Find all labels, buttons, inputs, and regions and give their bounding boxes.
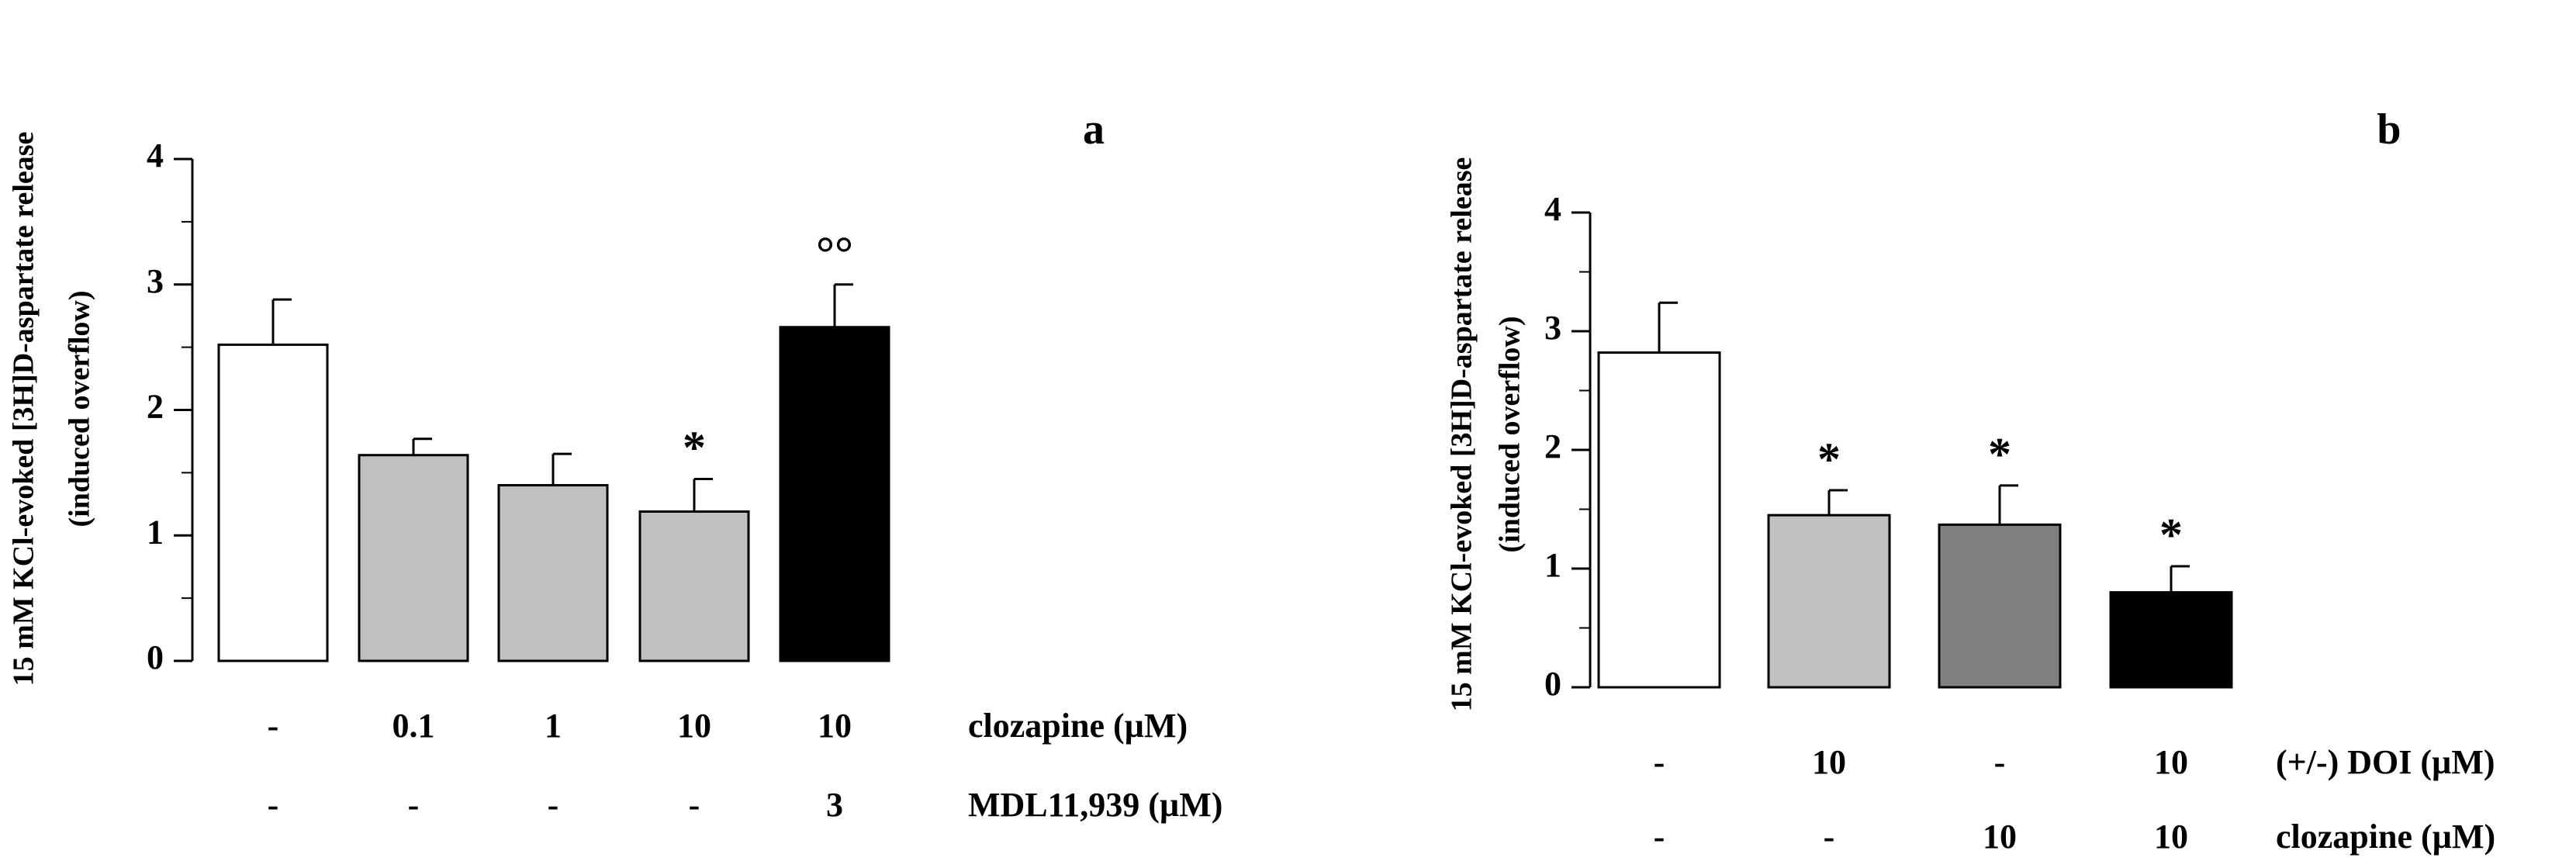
- treatment-value: 1: [545, 707, 562, 745]
- bar: [1767, 514, 1891, 689]
- treatment-value: 10: [2154, 743, 2188, 781]
- treatment-label: clozapine (µM): [968, 707, 1188, 745]
- treatment-value: -: [689, 786, 700, 824]
- bar: [779, 326, 890, 662]
- treatment-label: MDL11,939 (µM): [968, 786, 1222, 824]
- treatment-value: -: [268, 707, 279, 745]
- y-tick-label: 2: [147, 388, 164, 426]
- treatment-value: -: [548, 786, 559, 824]
- treatment-value: -: [268, 786, 279, 824]
- significance-marker: *: [1817, 434, 1841, 485]
- y-tick-label: 4: [147, 137, 164, 175]
- treatment-label: (+/-) DOI (µM): [2276, 743, 2495, 781]
- treatment-value: 10: [1812, 743, 1846, 781]
- panel-label: a: [1083, 105, 1105, 154]
- bar: [638, 510, 750, 662]
- treatment-value: 10: [677, 707, 711, 745]
- treatment-value: 10: [1983, 818, 2017, 856]
- bar: [1597, 351, 1721, 689]
- treatment-value: -: [1654, 818, 1665, 856]
- panel-label: b: [2377, 105, 2401, 154]
- treatment-value: -: [1994, 743, 2006, 781]
- y-tick-label: 2: [1544, 427, 1561, 465]
- y-tick-label: 3: [147, 262, 164, 300]
- y-tick-label: 4: [1544, 190, 1561, 228]
- y-tick-label: 1: [147, 513, 164, 551]
- significance-marker: *: [683, 422, 706, 473]
- treatment-value: 10: [2154, 818, 2188, 856]
- treatment-value: -: [1824, 818, 1835, 856]
- treatment-value: -: [408, 786, 420, 824]
- treatment-value: 0.1: [392, 707, 435, 745]
- bar: [217, 343, 329, 662]
- y-axis-title: 15 mM KCl-evoked [3H]D-aspartate release: [8, 132, 40, 686]
- significance-marker: *: [1988, 429, 2011, 480]
- y-tick-label: 1: [1544, 546, 1561, 584]
- bar: [497, 484, 609, 662]
- bar: [2109, 591, 2233, 689]
- significance-marker: *: [2159, 510, 2183, 561]
- y-axis-title: (induced overflow): [64, 290, 96, 527]
- treatment-value: 10: [818, 707, 852, 745]
- treatment-label: clozapine (µM): [2276, 818, 2495, 856]
- treatment-value: -: [1654, 743, 1665, 781]
- y-axis-title: (induced overflow): [1494, 316, 1527, 552]
- bar: [1938, 523, 2062, 689]
- chart-panel-b: 0 1 2 3 4 15 mM KCl-evoked [3H]D-aspartate re…: [1446, 105, 2495, 856]
- treatment-value: 3: [826, 786, 843, 824]
- y-tick-label: 0: [1544, 665, 1561, 703]
- y-axis-title: 15 mM KCl-evoked [3H]D-aspartate release: [1446, 157, 1478, 712]
- y-tick-label: 0: [147, 638, 164, 676]
- significance-marker: °°: [816, 228, 853, 279]
- bar: [358, 454, 469, 662]
- y-tick-label: 3: [1544, 309, 1561, 347]
- chart-panel-a: 0 1 2 3 4 15 mM KCl-evoked [3H]D-aspartate re…: [8, 105, 1223, 824]
